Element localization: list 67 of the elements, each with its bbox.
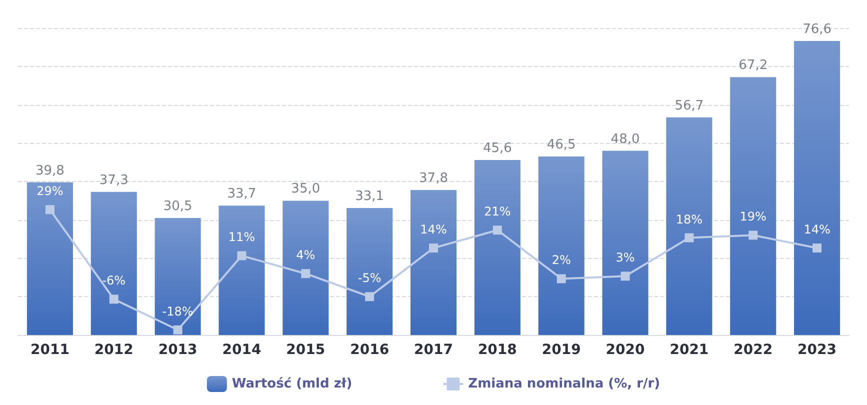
data-label: 67,2 xyxy=(738,58,768,74)
data-label: 19% xyxy=(740,210,766,224)
x-tick-label: 2011 xyxy=(30,342,70,358)
data-label: 21% xyxy=(484,204,511,219)
bar xyxy=(794,41,840,335)
bar xyxy=(282,200,329,335)
data-label: 18% xyxy=(676,212,703,226)
point xyxy=(237,251,246,260)
x-tick-label: 2019 xyxy=(542,342,581,358)
point xyxy=(109,294,118,304)
bar xyxy=(90,192,137,335)
x-tick-label: 2013 xyxy=(158,342,198,358)
bar xyxy=(410,190,457,335)
data-label: -5% xyxy=(358,271,382,286)
bar xyxy=(346,208,393,335)
x-tick-label: 2018 xyxy=(478,342,517,358)
point xyxy=(620,272,630,281)
data-label: 29% xyxy=(36,184,64,198)
point xyxy=(45,205,54,214)
x-tick-label: 2012 xyxy=(94,342,134,358)
data-label: 3% xyxy=(616,250,635,265)
point xyxy=(429,244,438,253)
point xyxy=(365,292,374,302)
data-label: 37,8 xyxy=(419,170,448,186)
data-label: 30,5 xyxy=(163,198,192,214)
x-tick-label: 2021 xyxy=(670,342,709,358)
bar xyxy=(730,77,776,335)
x-tick-label: 2017 xyxy=(414,342,453,358)
bar xyxy=(154,218,201,335)
bar xyxy=(538,156,584,335)
x-tick-label: 2014 xyxy=(222,342,262,358)
point xyxy=(556,274,566,284)
point xyxy=(812,244,822,253)
data-label: 2% xyxy=(552,253,571,268)
data-label: 37,3 xyxy=(99,172,128,188)
data-label: -18% xyxy=(162,304,194,318)
data-label: 35,0 xyxy=(291,182,320,197)
data-label: 56,7 xyxy=(674,98,704,114)
data-label: 4% xyxy=(296,248,316,262)
x-tick-label: 2015 xyxy=(286,342,326,358)
x-tick-label: 2022 xyxy=(734,342,773,358)
bar xyxy=(666,117,712,335)
data-label: 14% xyxy=(804,222,830,237)
bar xyxy=(218,206,265,335)
bar xyxy=(26,182,73,335)
data-label: 14% xyxy=(420,222,447,237)
data-label: 33,7 xyxy=(227,186,256,202)
data-label: 46,5 xyxy=(546,138,576,153)
x-tick-label: 2020 xyxy=(606,342,646,358)
legend-label: Wartość (mld zł) xyxy=(232,376,352,392)
bar xyxy=(602,150,648,335)
point xyxy=(301,269,310,278)
data-label: 76,6 xyxy=(802,22,832,38)
bar xyxy=(474,160,520,335)
legend-label: Zmiana nominalna (%, r/r) xyxy=(468,376,660,392)
data-label: 11% xyxy=(228,230,256,244)
data-label: 48,0 xyxy=(610,132,640,147)
point xyxy=(492,226,502,235)
x-tick-label: 2023 xyxy=(798,342,837,358)
data-label: 45,6 xyxy=(482,141,512,156)
data-label: 39,8 xyxy=(35,163,64,178)
x-tick-label: 2016 xyxy=(350,342,390,358)
data-label: -6% xyxy=(102,274,126,288)
point xyxy=(684,233,694,242)
point xyxy=(173,325,182,334)
data-label: 33,1 xyxy=(355,188,384,204)
point xyxy=(748,230,758,240)
